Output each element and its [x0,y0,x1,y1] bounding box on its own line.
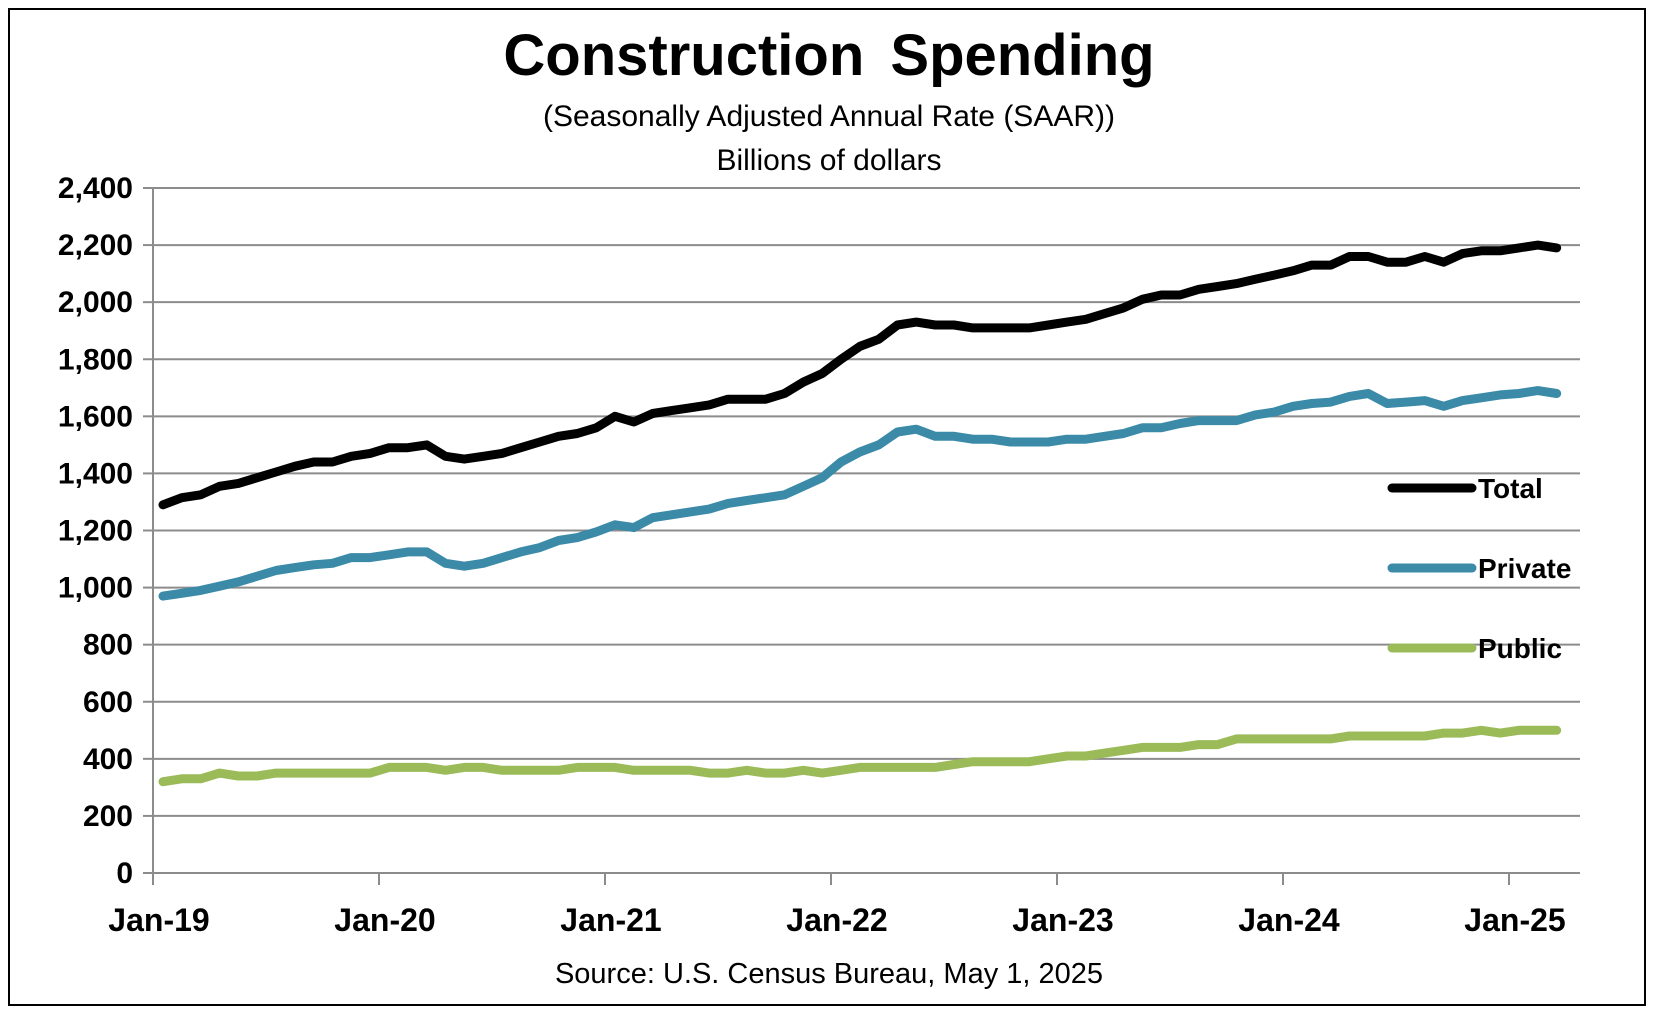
y-tick-label: 400 [83,743,133,776]
y-tick-label: 1,800 [58,343,133,376]
x-tick-label: Jan-21 [560,902,661,938]
y-tick-label: 2,400 [58,172,133,205]
x-axis-ticks: Jan-19 Jan-20 Jan-21 Jan-22 Jan-23 Jan-24 Jan-… [108,873,1566,938]
y-tick-label: 1,400 [58,457,133,490]
gridlines [153,187,1580,817]
x-tick-label: Jan-23 [1012,902,1113,938]
x-tick-label: Jan-19 [108,902,209,938]
x-tick-label: Jan-20 [334,902,435,938]
x-tick-label: Jan-24 [1238,902,1340,938]
y-tick-label: 1,000 [58,572,133,605]
chart-frame [8,8,1646,1006]
series-lines [158,240,1562,787]
series-line-total [158,240,1562,510]
y-tick-label: 1,600 [58,400,133,433]
x-tick-label: Jan-22 [786,902,887,938]
legend-label-private: Private [1478,553,1571,584]
y-tick-label: 0 [116,857,133,890]
legend: Total Private Public [1387,473,1571,664]
y-axis-ticks: 0 200 400 600 800 1,000 1,200 1,400 1,600 1,800 2,… [58,172,153,890]
legend-label-public: Public [1478,633,1562,664]
chart-title: Construction Spending [503,23,1155,88]
y-tick-label: 600 [83,686,133,719]
y-tick-label: 200 [83,800,133,833]
chart-unit-subtitle: Billions of dollars [716,144,942,177]
series-line-private [158,386,1562,601]
x-tick-label: Jan-25 [1464,902,1565,938]
y-tick-label: 800 [83,629,133,662]
chart-source: Source: U.S. Census Bureau, May 1, 2025 [554,958,1104,990]
y-tick-label: 2,200 [58,229,133,262]
legend-label-total: Total [1478,473,1543,504]
y-tick-label: 1,200 [58,515,133,548]
chart-subtitle: (Seasonally Adjusted Annual Rate (SAAR)) [543,100,1115,133]
y-tick-label: 2,000 [58,286,133,319]
series-line-public [158,725,1562,787]
